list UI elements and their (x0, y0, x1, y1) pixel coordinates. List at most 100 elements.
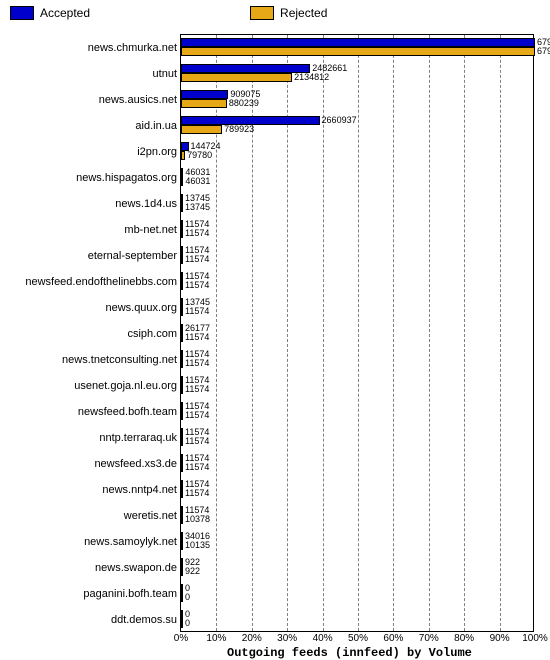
chart-row: ddt.demos.su00 (181, 607, 533, 633)
bar-rejected: 11574 (181, 333, 183, 342)
bar-rejected: 13745 (181, 203, 183, 212)
category-label: news.hispagatos.org (76, 165, 177, 191)
bar-accepted: 11574 (181, 350, 183, 359)
bar-rejected: 789923 (181, 125, 222, 134)
x-tick-label: 90% (490, 633, 510, 644)
bar-value-rejected: 11574 (185, 489, 209, 498)
bar-rejected: 11574 (181, 463, 183, 472)
x-tick-label: 20% (242, 633, 262, 644)
x-tick-label: 100% (522, 633, 548, 644)
category-label: paganini.bofh.team (83, 581, 177, 607)
bar-accepted: 11574 (181, 454, 183, 463)
legend-item-rejected: Rejected (250, 6, 327, 20)
category-label: newsfeed.xs3.de (94, 451, 177, 477)
category-label: eternal-september (88, 243, 177, 269)
chart-row: news.hispagatos.org4603146031 (181, 165, 533, 191)
chart-row: news.1d4.us1374513745 (181, 191, 533, 217)
category-label: news.quux.org (105, 295, 177, 321)
chart-row: newsfeed.bofh.team1157411574 (181, 399, 533, 425)
bar-accepted: 0 (181, 610, 183, 619)
bar-accepted: 2482661 (181, 64, 310, 73)
bar-rejected: 11574 (181, 255, 183, 264)
bar-value-rejected: 6797763 (537, 47, 550, 56)
bar-value-rejected: 922 (185, 567, 200, 576)
legend-label-rejected: Rejected (280, 6, 327, 20)
bar-rejected: 880239 (181, 99, 227, 108)
bar-value-rejected: 11574 (185, 437, 209, 446)
bar-value-rejected: 2134812 (294, 73, 329, 82)
bar-value-rejected: 789923 (224, 125, 254, 134)
bar-rejected: 11574 (181, 281, 183, 290)
bar-accepted: 0 (181, 584, 183, 593)
bar-accepted: 13745 (181, 194, 183, 203)
chart-container: Accepted Rejected 0%10%20%30%40%50%60%70… (0, 0, 550, 655)
chart-row: mb-net.net1157411574 (181, 217, 533, 243)
category-label: news.1d4.us (115, 191, 177, 217)
bar-rejected: 6797763 (181, 47, 535, 56)
x-tick-label: 30% (277, 633, 297, 644)
bar-rejected: 922 (181, 567, 183, 576)
category-label: i2pn.org (137, 139, 177, 165)
category-label: weretis.net (124, 503, 177, 529)
bar-value-rejected: 11574 (185, 463, 209, 472)
bar-rejected: 79780 (181, 151, 185, 160)
legend-swatch-accepted (10, 6, 34, 20)
chart-row: aid.in.ua2660937789923 (181, 113, 533, 139)
x-tick-label: 50% (348, 633, 368, 644)
bar-accepted: 11574 (181, 272, 183, 281)
bar-value-rejected: 11574 (185, 307, 209, 316)
category-label: utnut (153, 61, 177, 87)
chart-row: news.nntp4.net1157411574 (181, 477, 533, 503)
bar-accepted: 11574 (181, 506, 183, 515)
bar-accepted: 26177 (181, 324, 183, 333)
bar-accepted: 11574 (181, 246, 183, 255)
bar-value-rejected: 11574 (185, 229, 209, 238)
chart-row: i2pn.org14472479780 (181, 139, 533, 165)
category-label: news.chmurka.net (88, 35, 177, 61)
legend: Accepted Rejected (10, 6, 327, 20)
legend-label-accepted: Accepted (40, 6, 90, 20)
bar-value-rejected: 0 (185, 593, 190, 602)
chart-row: usenet.goja.nl.eu.org1157411574 (181, 373, 533, 399)
plot-area: 0%10%20%30%40%50%60%70%80%90%100%news.ch… (180, 34, 534, 632)
bar-value-rejected: 46031 (185, 177, 210, 186)
bar-rejected: 46031 (181, 177, 183, 186)
bar-value-rejected: 0 (185, 619, 190, 628)
bar-rejected: 10378 (181, 515, 183, 524)
bar-rejected: 11574 (181, 411, 183, 420)
bar-value-rejected: 11574 (185, 411, 209, 420)
category-label: nntp.terraraq.uk (99, 425, 177, 451)
category-label: news.tnetconsulting.net (62, 347, 177, 373)
legend-item-accepted: Accepted (10, 6, 90, 20)
bar-accepted: 11574 (181, 402, 183, 411)
chart-row: newsfeed.xs3.de1157411574 (181, 451, 533, 477)
chart-row: newsfeed.endofthelinebbs.com1157411574 (181, 269, 533, 295)
bar-value-rejected: 880239 (229, 99, 259, 108)
x-tick-label: 40% (313, 633, 333, 644)
bar-accepted: 6798845 (181, 38, 535, 47)
chart-row: news.quux.org1374511574 (181, 295, 533, 321)
bar-value-rejected: 11574 (185, 281, 209, 290)
x-tick-label: 70% (419, 633, 439, 644)
bar-rejected: 11574 (181, 359, 183, 368)
chart-row: eternal-september1157411574 (181, 243, 533, 269)
bar-rejected: 0 (181, 593, 183, 602)
bar-value-accepted: 2660937 (322, 116, 357, 125)
bar-accepted: 11574 (181, 428, 183, 437)
bar-rejected: 11574 (181, 489, 183, 498)
legend-swatch-rejected (250, 6, 274, 20)
bar-rejected: 11574 (181, 307, 183, 316)
bar-accepted: 13745 (181, 298, 183, 307)
category-label: newsfeed.bofh.team (78, 399, 177, 425)
bar-rejected: 0 (181, 619, 183, 628)
bar-accepted: 11574 (181, 220, 183, 229)
category-label: csiph.com (127, 321, 177, 347)
bar-rejected: 11574 (181, 437, 183, 446)
x-tick-label: 0% (174, 633, 188, 644)
bar-value-rejected: 11574 (185, 385, 209, 394)
bar-accepted: 909075 (181, 90, 228, 99)
chart-row: news.swapon.de922922 (181, 555, 533, 581)
bar-value-rejected: 13745 (185, 203, 210, 212)
bar-value-rejected: 11574 (185, 333, 209, 342)
bar-rejected: 11574 (181, 229, 183, 238)
